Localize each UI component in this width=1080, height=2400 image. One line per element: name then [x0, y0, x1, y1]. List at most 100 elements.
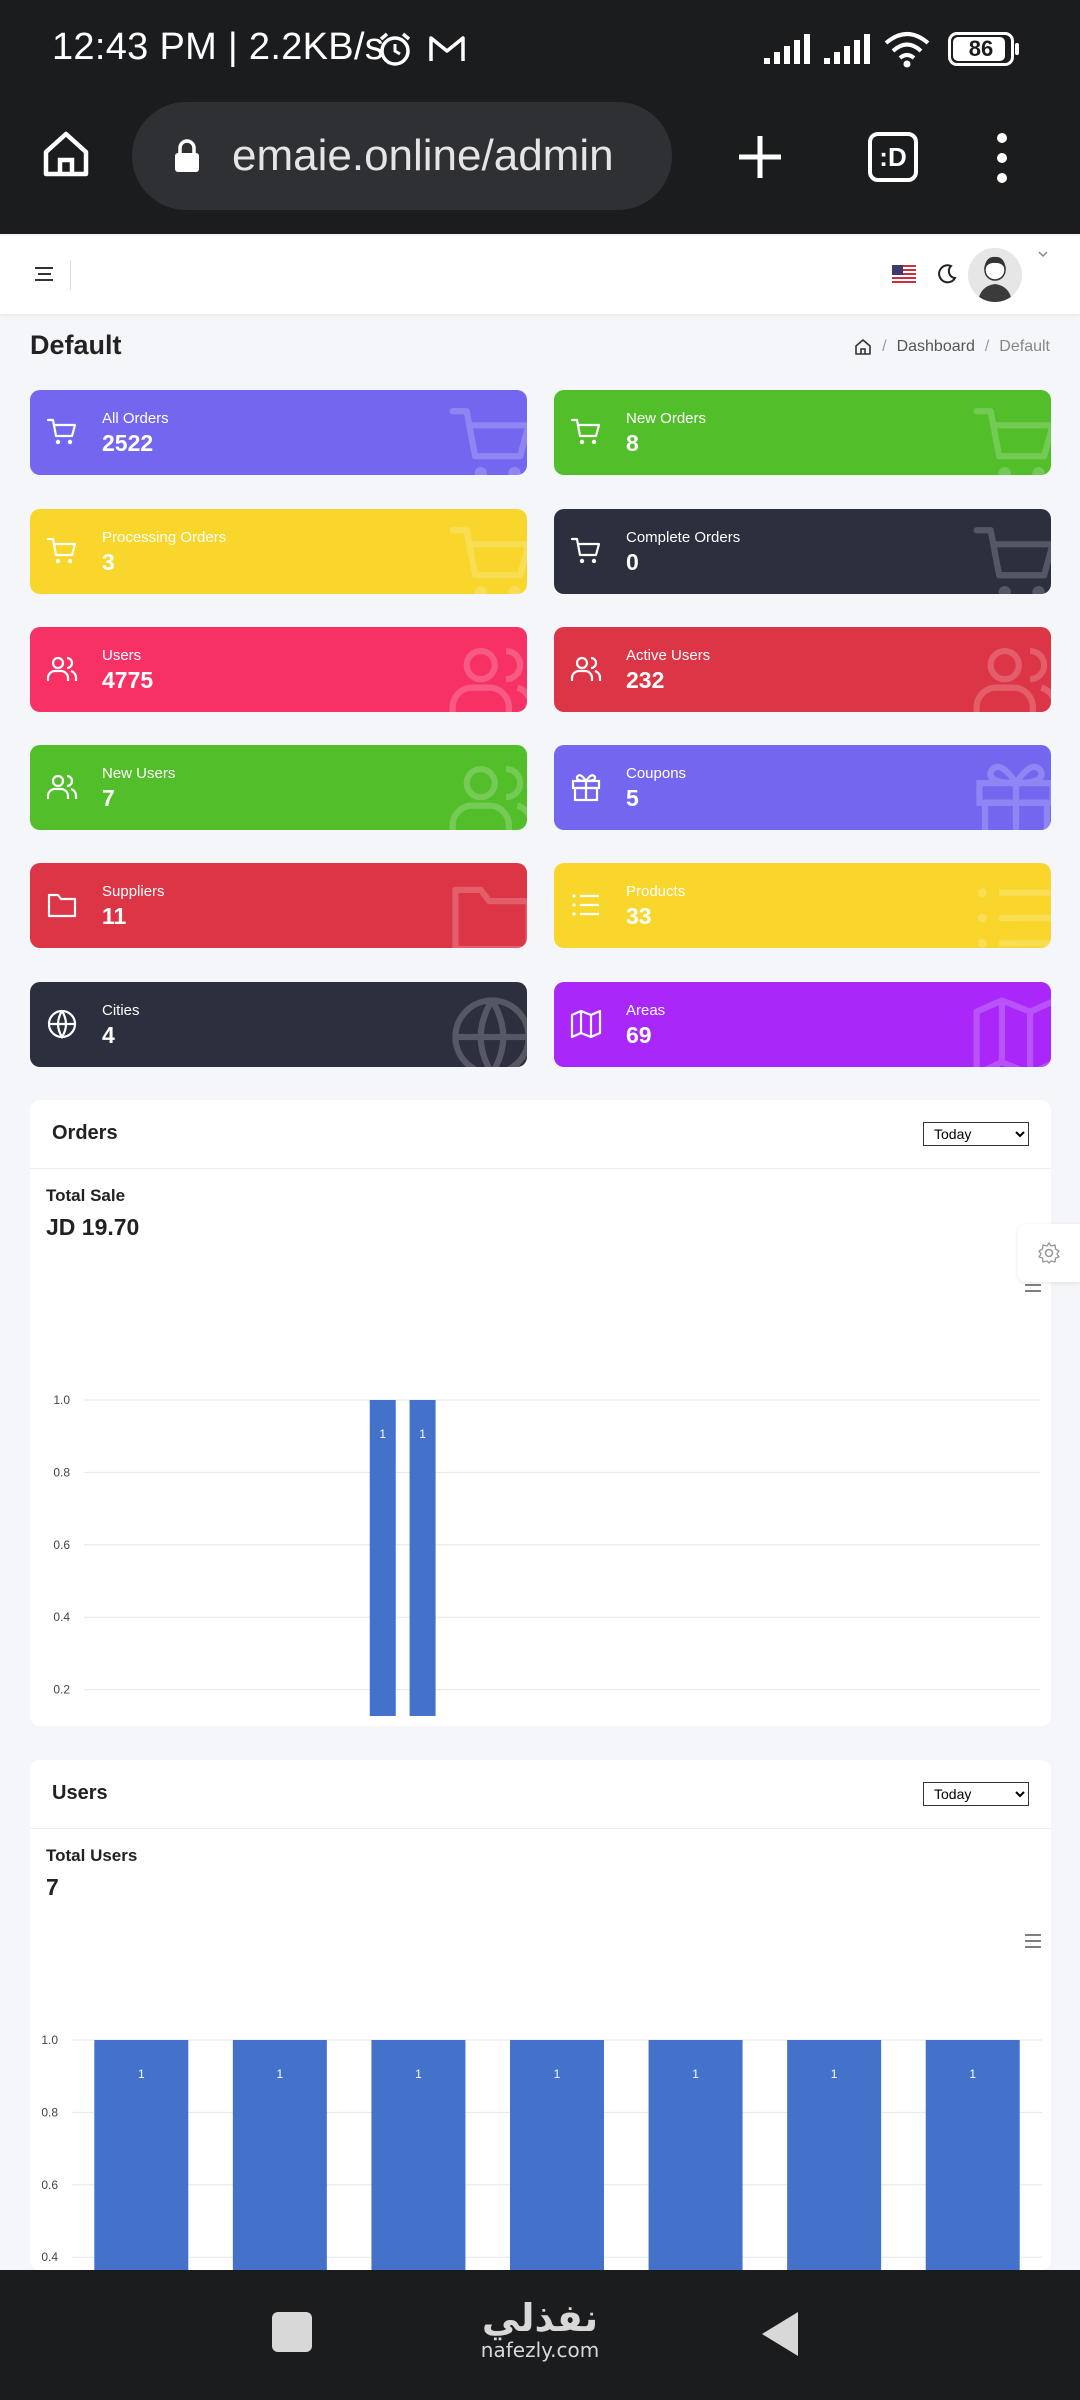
y-tick-label: 0.8: [41, 2105, 58, 2119]
stat-card-value: 11: [102, 903, 127, 929]
stat-card-label: Active Users: [626, 647, 711, 664]
tab-count: :D: [879, 142, 907, 172]
stat-card-complete-orders[interactable]: Complete Orders 0: [554, 509, 1051, 594]
alarm-icon: [379, 32, 411, 66]
cart-watermark-icon: [449, 408, 527, 475]
stat-card-label: New Users: [102, 765, 176, 782]
users-icon: [570, 656, 602, 681]
url-bar[interactable]: emaie.online/admin: [132, 102, 672, 210]
watermark-logo: نفذلي nafezly.com: [470, 2296, 610, 2362]
stat-card-value: 4775: [102, 667, 154, 693]
stat-card-label: Complete Orders: [626, 529, 741, 546]
stat-card-suppliers[interactable]: Suppliers 11: [30, 863, 527, 948]
globe-icon: [47, 1009, 77, 1040]
sidebar-toggle-icon[interactable]: [34, 266, 54, 282]
watermark-arabic: نفذلي: [481, 2296, 599, 2340]
stat-card-value: 2522: [102, 430, 154, 456]
status-time: 12:43 PM | 2.2KB/s: [52, 26, 385, 68]
stat-card-label: Users: [102, 647, 142, 664]
chart-bar: [787, 2040, 882, 2270]
back-button[interactable]: [758, 2310, 802, 2358]
stat-card-all-orders[interactable]: All Orders 2522: [30, 390, 527, 475]
breadcrumb-dashboard[interactable]: Dashboard: [896, 338, 975, 355]
stat-card-new-users[interactable]: New Users 7: [30, 745, 527, 830]
bar-data-label: 1: [379, 1427, 386, 1441]
recents-button[interactable]: [272, 2312, 312, 2352]
us-flag-icon[interactable]: [892, 265, 916, 283]
customizer-tab[interactable]: [1018, 1224, 1080, 1282]
home-icon[interactable]: [854, 338, 872, 356]
lock-icon: [175, 139, 199, 172]
stat-card-active-users[interactable]: Active Users 232: [554, 627, 1051, 712]
battery-level: 86: [968, 36, 994, 61]
stat-card-value: 0: [626, 549, 639, 575]
users-icon: [46, 774, 78, 799]
map-icon: [570, 1009, 602, 1039]
breadcrumb: / Dashboard / Default: [854, 338, 1050, 356]
stat-card-coupons[interactable]: Coupons 5: [554, 745, 1051, 830]
users-panel-title: Users: [52, 1782, 108, 1804]
cart-watermark-icon: [973, 527, 1051, 594]
stat-card-value: 4: [102, 1022, 115, 1048]
stat-card-areas[interactable]: Areas 69: [554, 982, 1051, 1067]
signal-icon: [764, 34, 810, 64]
cart-icon: [46, 418, 77, 445]
dark-mode-icon[interactable]: [936, 263, 958, 285]
orders-panel: Orders Today Total Sale JD 19.70 0.00.20…: [30, 1100, 1051, 1726]
chart-menu-icon[interactable]: [1024, 1934, 1042, 1948]
stat-card-label: Coupons: [626, 765, 687, 782]
bar-data-label: 1: [419, 1427, 426, 1441]
stat-card-label: All Orders: [102, 410, 169, 427]
users-period-select[interactable]: Today: [923, 1782, 1029, 1806]
users-watermark-icon: [449, 765, 527, 830]
bar-data-label: 1: [277, 2067, 284, 2081]
stat-card-value: 8: [626, 430, 639, 456]
header-divider: [70, 260, 71, 290]
list-icon: [572, 894, 599, 916]
home-icon[interactable]: [40, 128, 92, 180]
chevron-down-icon[interactable]: [1038, 250, 1048, 258]
bar-data-label: 1: [831, 2067, 838, 2081]
url-text: emaie.online/admin: [232, 131, 614, 180]
gmail-icon: [429, 36, 465, 61]
chart-bar: [371, 2040, 466, 2270]
stat-card-products[interactable]: Products 33: [554, 863, 1051, 948]
gear-icon: [1038, 1242, 1060, 1264]
cart-watermark-icon: [449, 527, 527, 594]
stat-card-value: 33: [626, 903, 652, 929]
app-header: [0, 236, 1080, 314]
stat-card-cities[interactable]: Cities 4: [30, 982, 527, 1067]
orders-panel-title: Orders: [52, 1122, 118, 1144]
wifi-icon: [884, 32, 930, 68]
chart-bar: [925, 2040, 1020, 2270]
map-watermark-icon: [973, 997, 1051, 1067]
gift-icon: [571, 774, 601, 802]
tab-switcher-button[interactable]: :D: [868, 132, 918, 182]
y-tick-label: 0.6: [53, 1538, 70, 1552]
y-tick-label: 0.4: [53, 1610, 70, 1624]
stat-card-processing-orders[interactable]: Processing Orders 3: [30, 509, 527, 594]
signal-icon: [824, 34, 870, 64]
chart-bar: [232, 2040, 327, 2270]
more-menu-icon[interactable]: [990, 132, 1014, 184]
bar-data-label: 1: [554, 2067, 561, 2081]
cart-icon: [46, 537, 77, 564]
total-users-label: Total Users: [46, 1846, 138, 1865]
users-panel: Users Today Total Users 7 0.20.40.60.81.…: [30, 1760, 1051, 2270]
stat-card-new-orders[interactable]: New Orders 8: [554, 390, 1051, 475]
stat-card-value: 69: [626, 1022, 652, 1048]
chart-bar: [409, 1400, 436, 1716]
new-tab-icon[interactable]: [735, 132, 785, 182]
cart-icon: [570, 537, 601, 564]
stat-card-users[interactable]: Users 4775: [30, 627, 527, 712]
battery-icon: 86: [948, 32, 1019, 66]
orders-period-select[interactable]: Today: [923, 1122, 1029, 1146]
y-tick-label: 1.0: [41, 2033, 58, 2047]
cart-icon: [570, 418, 601, 445]
users-watermark-icon: [449, 647, 527, 712]
stat-card-value: 3: [102, 549, 115, 575]
status-bar: 12:43 PM | 2.2KB/s 86: [0, 0, 1080, 98]
avatar[interactable]: [968, 248, 1022, 302]
breadcrumb-current: Default: [999, 338, 1050, 355]
folder-watermark-icon: [452, 886, 527, 948]
